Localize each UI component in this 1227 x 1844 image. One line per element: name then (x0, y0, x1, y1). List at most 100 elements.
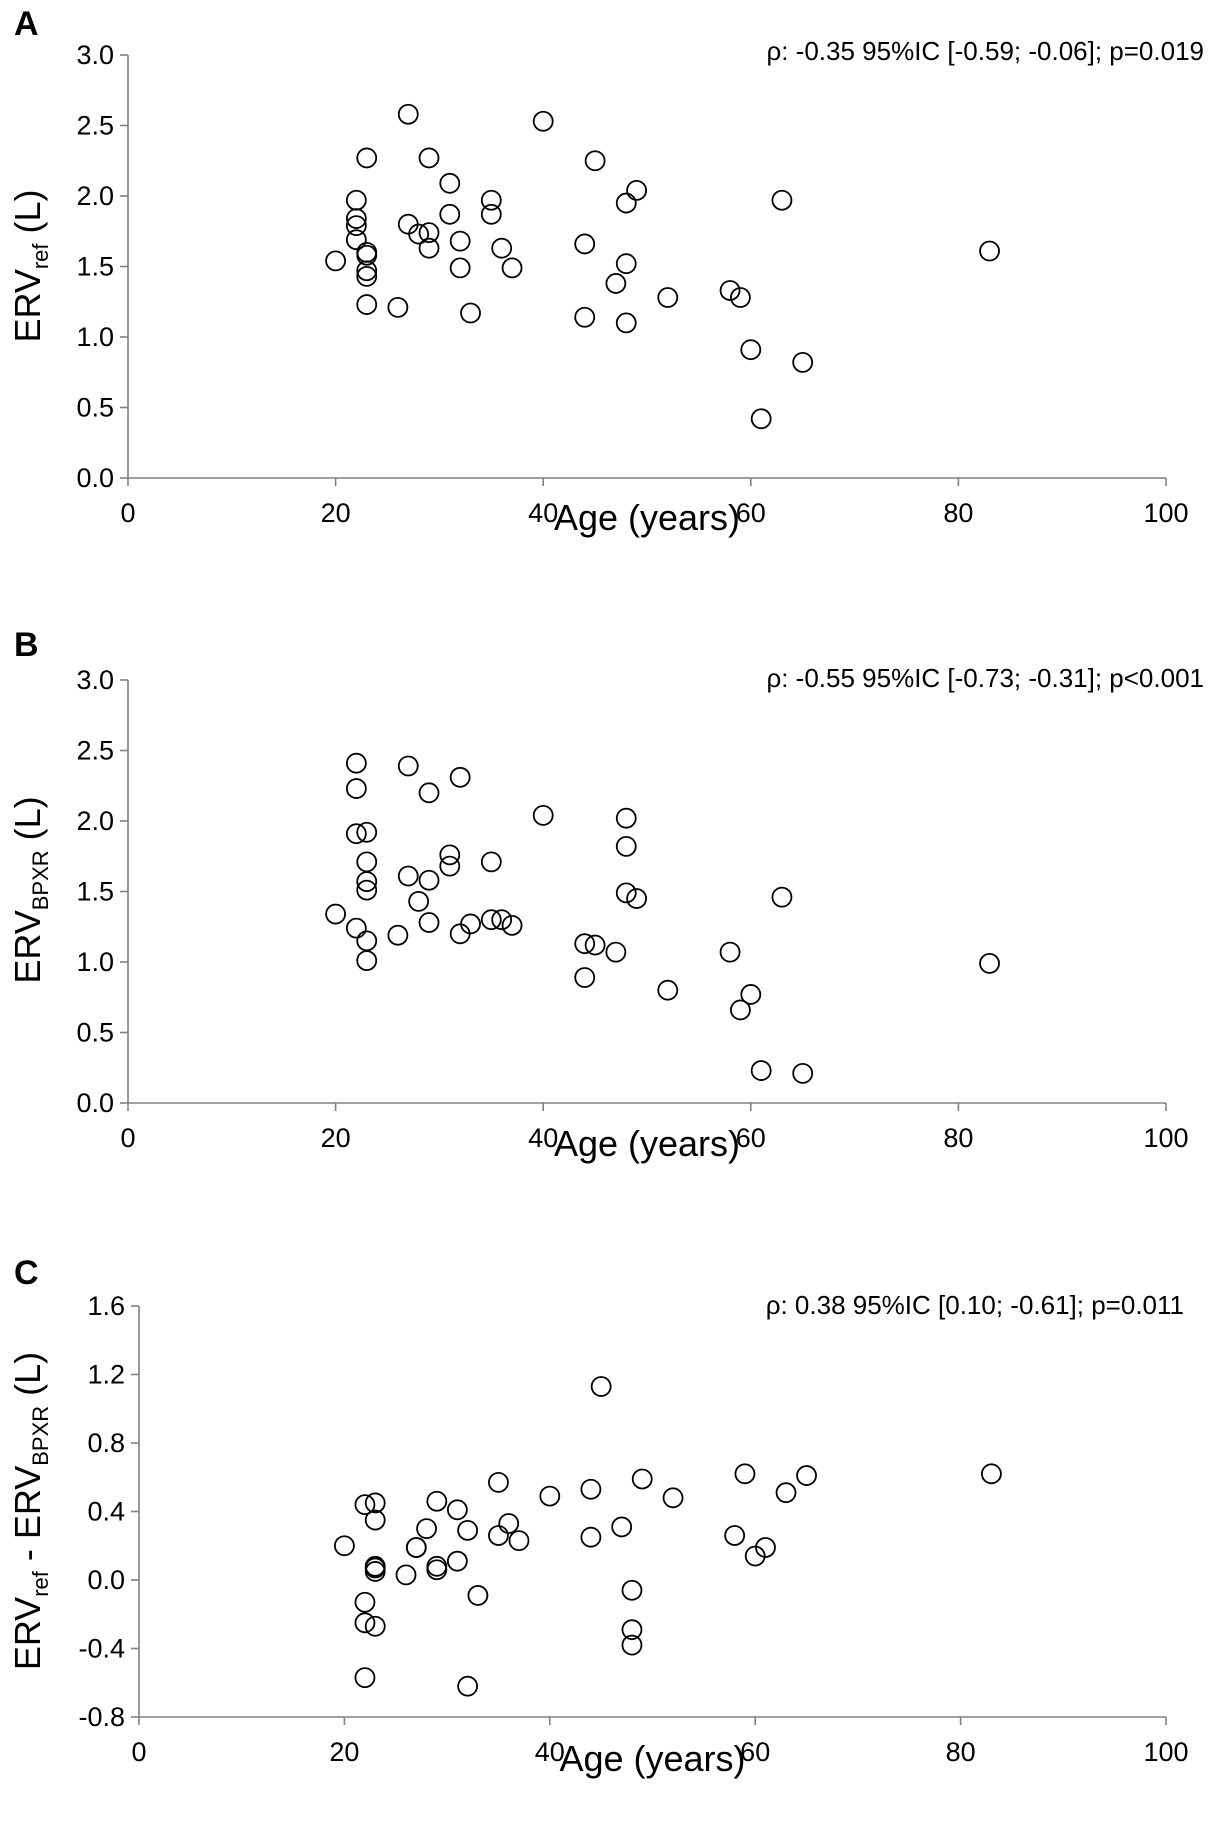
correlation-annotation: ρ: -0.55 95%IC [-0.73; -0.31]; p<0.001 (766, 663, 1204, 693)
data-point (354, 1612, 376, 1634)
x-tick-label: 0 (120, 498, 135, 528)
data-point (626, 888, 648, 909)
y-tick-label: -0.4 (78, 1634, 125, 1664)
x-tick-label: 60 (736, 1123, 766, 1153)
y-axis-title: ERVBPXR (L) (7, 796, 53, 983)
data-point (356, 294, 378, 315)
data-point (354, 1667, 376, 1689)
data-point (491, 909, 513, 931)
data-point (621, 1619, 643, 1641)
data-point (498, 1513, 520, 1534)
data-point (439, 855, 461, 877)
data-point (480, 909, 502, 931)
data-point (449, 230, 471, 252)
data-point (734, 1463, 756, 1485)
data-point (364, 1555, 386, 1577)
y-tick-label: 1.5 (76, 252, 114, 282)
data-point (979, 953, 1000, 974)
data-point (397, 103, 419, 125)
y-axis-title: ERVref - ERVBPXR (L) (7, 1352, 53, 1670)
data-point (771, 189, 793, 211)
data-point (460, 913, 481, 935)
data-point (574, 933, 596, 955)
y-tick-label: 1.6 (87, 1291, 125, 1321)
data-point (356, 871, 378, 893)
x-tick-label: 20 (321, 498, 351, 528)
x-tick-label: 0 (131, 1737, 146, 1767)
data-point (488, 1525, 509, 1546)
data-point (364, 1492, 386, 1514)
data-point (730, 999, 751, 1021)
data-point (325, 250, 347, 272)
data-point (457, 1675, 479, 1697)
x-tick-label: 0 (120, 1123, 135, 1153)
data-point (364, 1561, 386, 1582)
panel-letter: A (14, 5, 39, 43)
y-tick-label: 1.5 (76, 877, 114, 907)
data-point (467, 1585, 489, 1606)
x-tick-label: 40 (535, 1737, 565, 1767)
data-point (611, 1516, 633, 1538)
y-tick-label: 0.5 (76, 393, 114, 423)
x-tick-label: 100 (1143, 1737, 1188, 1767)
y-tick-label: 0.8 (87, 1428, 125, 1458)
x-axis-title: Age (years) (554, 1123, 740, 1164)
data-point (771, 886, 793, 908)
x-tick-label: 60 (740, 1737, 770, 1767)
data-point (356, 265, 378, 287)
data-point (345, 189, 367, 211)
data-point (387, 296, 409, 318)
data-point (457, 1519, 479, 1541)
data-point (356, 147, 378, 169)
data-point (354, 1591, 376, 1613)
y-axis-title: ERVref (L) (7, 189, 53, 342)
data-point (981, 1463, 1002, 1485)
data-point (397, 865, 419, 887)
data-point (792, 1062, 814, 1084)
data-point (584, 150, 606, 172)
y-tick-label: 2.0 (76, 181, 114, 211)
data-point (532, 804, 554, 826)
data-point (397, 755, 419, 777)
data-point (449, 923, 471, 945)
data-point (574, 967, 596, 988)
data-point (387, 924, 409, 946)
data-point (792, 351, 814, 373)
data-point (491, 237, 513, 259)
data-point (446, 1550, 468, 1572)
data-point (740, 339, 762, 361)
data-point (574, 233, 596, 255)
data-point (796, 1465, 817, 1486)
data-point (356, 244, 378, 266)
data-point (501, 914, 523, 936)
y-tick-label: 0.5 (76, 1018, 114, 1048)
correlation-annotation: ρ: 0.38 95%IC [0.10; -0.61]; p=0.011 (766, 1290, 1184, 1320)
data-point (621, 1634, 643, 1656)
y-tick-label: 1.2 (87, 1360, 125, 1390)
data-point (439, 203, 461, 225)
data-point (356, 260, 378, 282)
panel-c: Cρ: 0.38 95%IC [0.10; -0.61]; p=0.011 -0.… (7, 1254, 1189, 1779)
data-point (460, 302, 481, 324)
data-point (539, 1485, 561, 1507)
data-point (740, 984, 762, 1005)
data-point (775, 1482, 797, 1504)
data-point (345, 917, 367, 939)
data-point (446, 1499, 468, 1521)
data-point (416, 1518, 437, 1540)
data-point (333, 1535, 355, 1557)
data-point (439, 172, 461, 194)
data-point (408, 890, 430, 912)
data-point (356, 851, 378, 873)
data-point (750, 408, 772, 430)
data-point (615, 835, 637, 857)
y-tick-label: 2.5 (76, 736, 114, 766)
data-point (345, 752, 367, 774)
data-point (605, 941, 627, 963)
x-tick-label: 80 (943, 1123, 973, 1153)
x-tick-label: 80 (946, 1737, 976, 1767)
data-point (345, 208, 367, 229)
data-point (449, 766, 471, 788)
x-axis-title: Age (years) (559, 1738, 745, 1779)
